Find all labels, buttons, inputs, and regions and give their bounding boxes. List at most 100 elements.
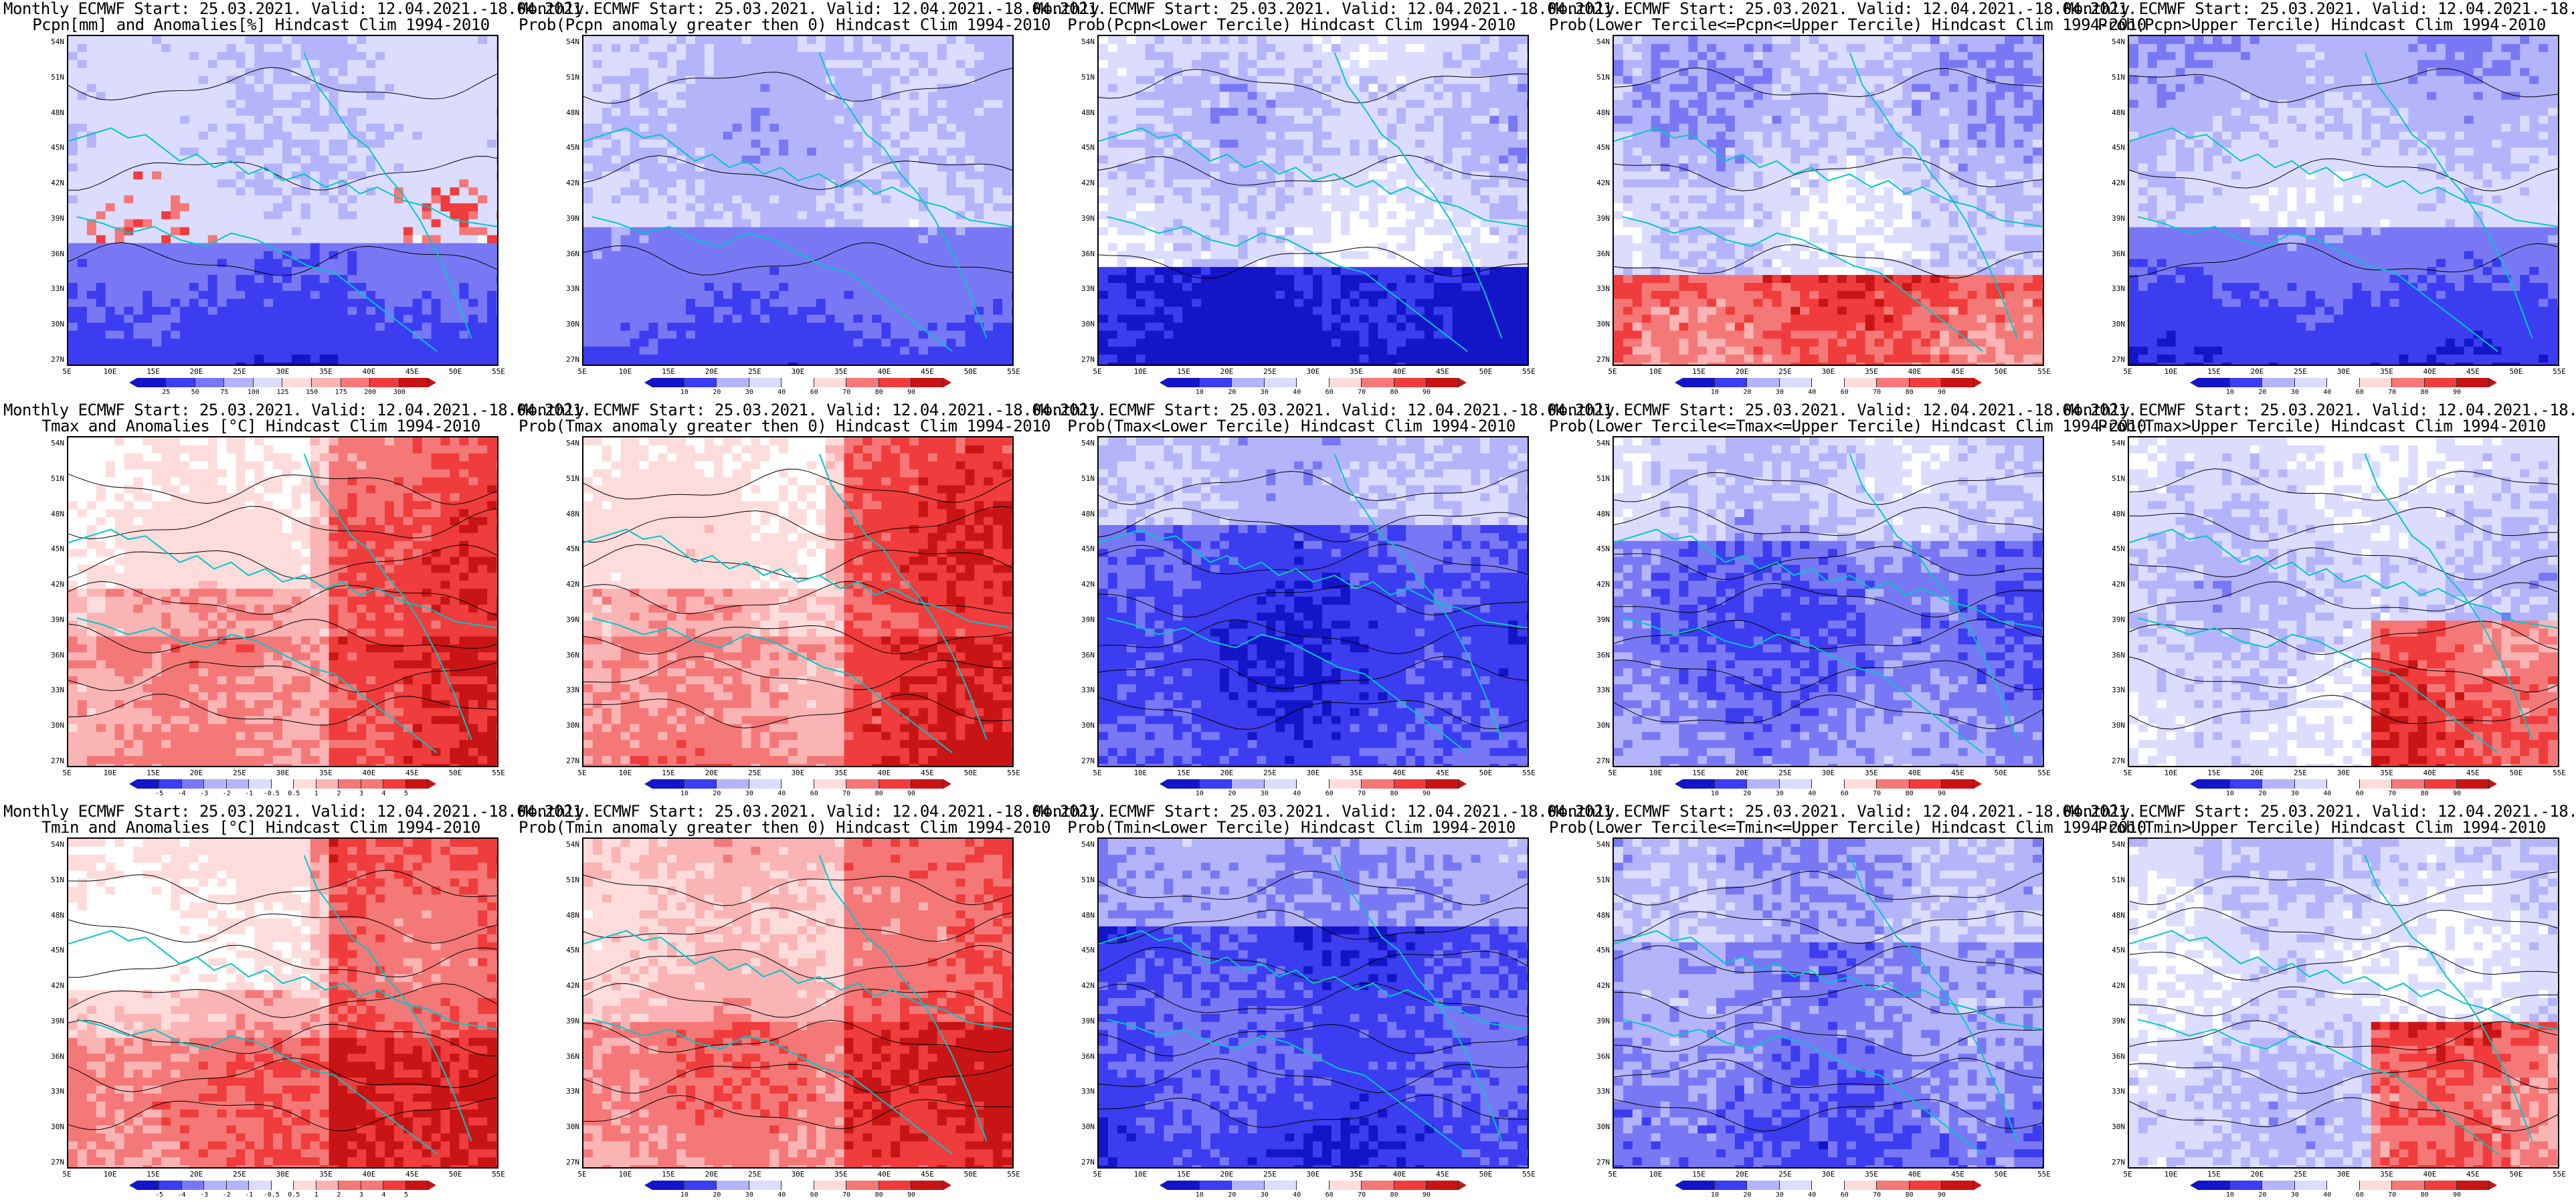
colorbar — [1674, 378, 1983, 387]
colorbar-tick-label: 80 — [1900, 389, 1920, 396]
colorbar-cell — [1747, 378, 1780, 387]
colorbar-tick-label: 4 — [373, 790, 393, 797]
colorbar-cell — [136, 378, 167, 387]
colorbar-tick-label: 40 — [771, 389, 792, 396]
lat-label: 45N — [2102, 143, 2125, 152]
colorbar — [128, 779, 437, 789]
contour-line — [1614, 985, 2043, 1019]
lat-label: 36N — [41, 1052, 64, 1061]
colorbar-min-arrow — [1159, 779, 1168, 789]
contour-line — [1614, 694, 2043, 730]
lon-label: 30E — [1815, 1170, 1842, 1179]
coastline — [68, 528, 497, 629]
colorbar-cell — [652, 779, 684, 789]
contour-line — [68, 870, 497, 904]
colorbar-tick-label: 90 — [1932, 790, 1952, 797]
colorbar-tick-label: 60 — [1319, 1191, 1340, 1199]
colorbar-tick-label: 30 — [1255, 790, 1275, 797]
colorbar-cell — [204, 1181, 227, 1190]
colorbar-tick-label: 60 — [1835, 1191, 1855, 1199]
lat-label: 33N — [1072, 686, 1095, 694]
lat-label: 36N — [2102, 1052, 2125, 1061]
lon-label: 25E — [226, 367, 253, 376]
map-area — [2128, 436, 2559, 767]
lon-label: 55E — [485, 769, 512, 777]
lon-label: 10E — [97, 367, 124, 376]
lon-label: 5E — [569, 1170, 595, 1179]
colorbar-cell — [879, 1181, 911, 1190]
colorbar-tick-label: 70 — [1867, 1191, 1887, 1199]
colorbar-tick-label: 70 — [2382, 389, 2402, 396]
colorbar-tick-label: 70 — [836, 389, 856, 396]
lat-label: 36N — [41, 249, 64, 258]
contour-line — [1614, 945, 2043, 976]
lon-label: 20E — [1214, 1170, 1240, 1179]
contour-line — [583, 242, 1012, 276]
panel-title-line1: Monthly ECMWF Start: 25.03.2021. Valid: … — [1034, 803, 1622, 820]
coastline — [1333, 855, 1503, 1142]
colorbar-tick-label: 60 — [2350, 389, 2370, 396]
lon-label: 10E — [1127, 367, 1154, 376]
map-area — [582, 35, 1014, 366]
lat-label: 27N — [1072, 1158, 1095, 1167]
colorbar-cell — [814, 378, 847, 387]
colorbar-tick-label: 40 — [1802, 1191, 1822, 1199]
contour-line — [1099, 543, 1528, 575]
lon-label: 40E — [1386, 1170, 1413, 1179]
colorbar-tick-label: 0.5 — [284, 1191, 304, 1199]
contour-line — [583, 694, 1012, 728]
colorbar-tick-label: 10 — [1705, 1191, 1725, 1199]
colorbar-cell — [684, 378, 717, 387]
lat-label: 42N — [1072, 580, 1095, 589]
lat-label: 45N — [41, 946, 64, 955]
contour-line — [68, 544, 497, 579]
colorbar-cell — [339, 1181, 361, 1190]
colorbar-cell — [1714, 378, 1748, 387]
colorbar-cell — [1232, 1181, 1265, 1190]
lat-label: 39N — [1072, 1017, 1095, 1025]
colorbar-tick-label: 90 — [2447, 389, 2467, 396]
colorbar-tick-label: 30 — [739, 1191, 759, 1199]
lat-label: 48N — [41, 108, 64, 117]
lon-label: 55E — [1515, 367, 1542, 376]
lon-label: 40E — [1902, 367, 1928, 376]
lat-label: 42N — [2102, 580, 2125, 589]
colorbar-cell — [312, 378, 341, 387]
colorbar-tick-label: 3 — [351, 790, 371, 797]
contour-line — [1099, 982, 1528, 1017]
panel-title-line2: Prob(Lower Tercile<=Pcpn<=Upper Tercile)… — [1549, 16, 2146, 33]
colorbar — [2189, 779, 2498, 789]
lon-label: 20E — [2244, 769, 2271, 777]
lat-label: 42N — [1072, 981, 1095, 990]
lat-label: 48N — [557, 911, 579, 920]
lon-label: 5E — [2114, 1170, 2141, 1179]
colorbar-tick-label: 30 — [2285, 790, 2305, 797]
contour-line — [1614, 659, 2043, 693]
lat-label: 27N — [1072, 757, 1095, 765]
lon-label: 20E — [183, 1170, 210, 1179]
lat-label: 42N — [1587, 179, 1610, 187]
lon-label: 45E — [2460, 1170, 2486, 1179]
coastline — [303, 855, 472, 1142]
contour-line — [1099, 656, 1528, 690]
lat-label: 48N — [41, 911, 64, 920]
colorbar-tick-label: 30 — [1770, 389, 1790, 396]
map-area — [1097, 35, 1529, 366]
lon-label: 50E — [2503, 769, 2530, 777]
map-area — [67, 35, 498, 366]
colorbar-tick-label: 70 — [836, 790, 856, 797]
colorbar-tick-label: 90 — [1932, 1191, 1952, 1199]
lon-label: 55E — [485, 1170, 512, 1179]
contour-line — [1099, 1024, 1528, 1057]
colorbar-cell — [1329, 779, 1362, 789]
lon-label: 40E — [871, 367, 898, 376]
lon-label: 35E — [828, 769, 854, 777]
lat-label: 54N — [557, 37, 579, 46]
lat-label: 33N — [41, 686, 64, 694]
panel-title-line2: Prob(Pcpn<Lower Tercile) Hindcast Clim 1… — [1034, 16, 1549, 33]
colorbar-tick-label: 10 — [2220, 389, 2240, 396]
map-area — [1613, 436, 2044, 767]
colorbar-tick-label: -2 — [217, 1191, 237, 1199]
colorbar-cell — [1942, 779, 1974, 789]
colorbar-tick-label: -1 — [239, 1191, 259, 1199]
